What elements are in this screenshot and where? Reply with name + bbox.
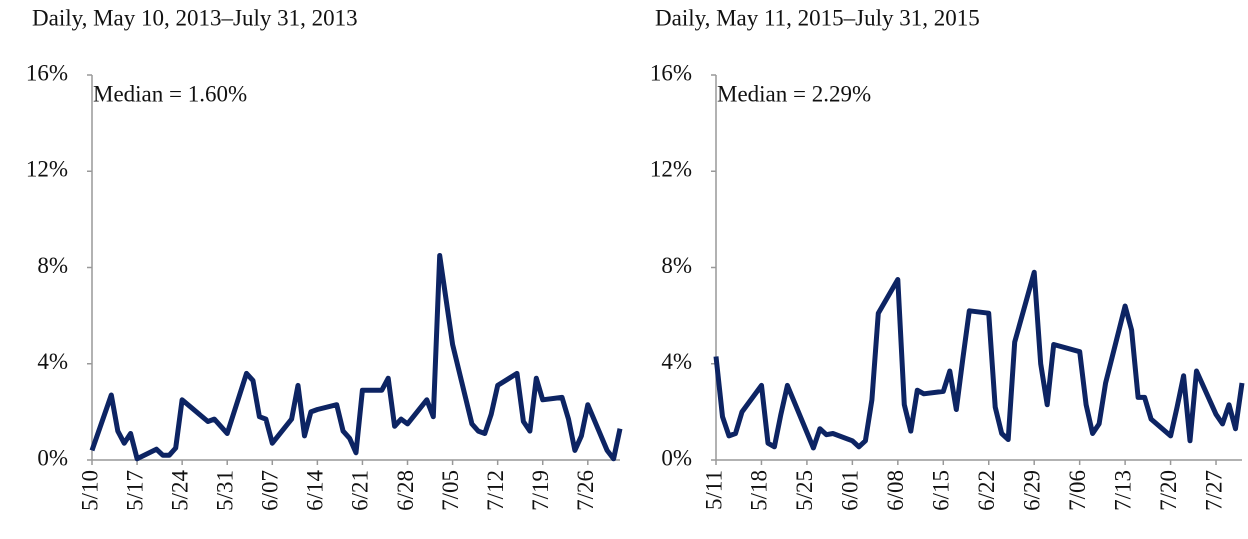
x-tick-label: 7/26 xyxy=(573,470,598,511)
y-tick-label: 12% xyxy=(650,157,692,182)
x-tick-label: 6/14 xyxy=(303,470,328,511)
y-tick-label: 16% xyxy=(26,60,68,85)
x-tick-label: 5/25 xyxy=(792,470,817,511)
x-tick-label: 5/10 xyxy=(77,470,102,511)
data-line xyxy=(713,269,1245,451)
y-tick-label: 0% xyxy=(661,445,692,470)
x-tick-label: 6/22 xyxy=(974,470,999,511)
y-tick-label: 4% xyxy=(37,349,68,374)
x-tick-label: 6/08 xyxy=(883,470,908,511)
x-tick-label: 7/13 xyxy=(1110,470,1135,511)
x-tick-label: 6/28 xyxy=(393,470,418,511)
data-line xyxy=(89,253,623,462)
chart-title: Daily, May 11, 2015–July 31, 2015 xyxy=(655,5,980,30)
x-tick-label: 6/29 xyxy=(1019,470,1044,511)
x-tick-label: 7/06 xyxy=(1065,470,1090,511)
y-tick-label: 8% xyxy=(661,253,692,278)
x-tick-label: 7/27 xyxy=(1201,470,1226,511)
x-tick-label: 7/12 xyxy=(483,470,508,511)
x-tick-label: 5/24 xyxy=(167,470,192,511)
y-tick-label: 4% xyxy=(661,349,692,374)
x-tick-label: 6/21 xyxy=(348,470,373,511)
x-tick-label: 7/20 xyxy=(1156,470,1181,511)
x-tick-label: 6/15 xyxy=(929,470,954,511)
annotation: Median = 2.29% xyxy=(717,81,871,106)
x-tick-label: 5/17 xyxy=(122,470,147,511)
x-tick-label: 7/19 xyxy=(528,470,553,511)
x-tick-label: 7/05 xyxy=(438,470,463,511)
x-tick-label: 5/11 xyxy=(701,470,726,510)
y-tick-label: 12% xyxy=(26,157,68,182)
x-tick-label: 5/18 xyxy=(747,470,772,511)
annotation: Median = 1.60% xyxy=(93,81,247,106)
x-tick-label: 5/31 xyxy=(213,470,238,511)
x-tick-label: 6/01 xyxy=(838,470,863,511)
y-tick-label: 16% xyxy=(650,60,692,85)
y-tick-label: 0% xyxy=(37,445,68,470)
y-tick-label: 8% xyxy=(37,253,68,278)
x-tick-label: 6/07 xyxy=(258,470,283,511)
chart-title: Daily, May 10, 2013–July 31, 2013 xyxy=(32,5,358,30)
